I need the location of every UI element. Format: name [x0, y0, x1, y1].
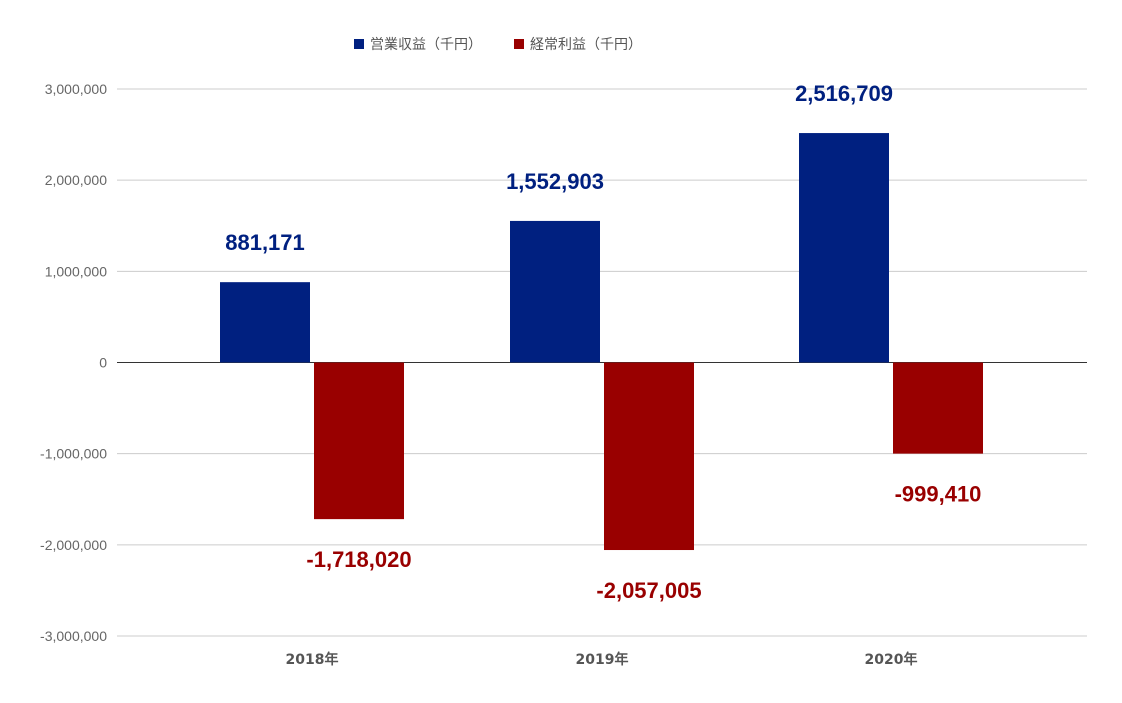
data-label: -1,718,020	[306, 547, 411, 572]
legend-swatch	[514, 39, 524, 49]
bar-revenue	[510, 220, 600, 363]
x-category-label: 2019年	[576, 651, 629, 668]
data-label: 2,516,709	[795, 81, 893, 106]
bar-revenue	[799, 133, 889, 363]
legend-label: 経常利益（千円）	[530, 37, 642, 53]
y-tick-label: -3,000,000	[40, 628, 107, 644]
data-label: -999,410	[895, 482, 982, 507]
y-tick-label: -2,000,000	[40, 537, 107, 553]
data-label: 881,171	[225, 230, 305, 255]
data-label: -2,057,005	[596, 578, 701, 603]
y-tick-label: 0	[99, 355, 107, 371]
legend-label: 営業収益（千円）	[370, 37, 482, 53]
y-tick-label: 1,000,000	[45, 263, 107, 279]
y-tick-label: 2,000,000	[45, 172, 107, 188]
bar-ordinary-profit	[893, 362, 983, 454]
legend-swatch	[354, 39, 364, 49]
x-category-label: 2018年	[286, 651, 339, 668]
bar-revenue	[220, 282, 310, 363]
y-tick-label: 3,000,000	[45, 81, 107, 97]
y-tick-label: -1,000,000	[40, 446, 107, 462]
bar-ordinary-profit	[604, 362, 694, 551]
data-label: 1,552,903	[506, 169, 604, 194]
x-category-label: 2020年	[865, 651, 918, 668]
bar-ordinary-profit	[314, 362, 404, 520]
